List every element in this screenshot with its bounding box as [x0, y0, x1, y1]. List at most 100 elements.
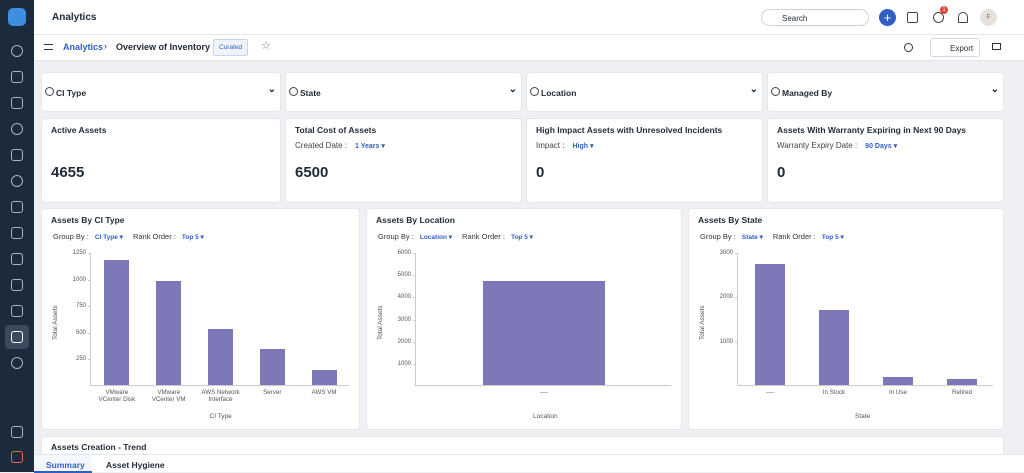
badge: 1	[940, 6, 948, 14]
x-axis-label: State	[855, 413, 871, 420]
control-value[interactable]: CI Type	[95, 234, 123, 241]
y-axis-label: Total Assets	[699, 304, 706, 340]
help-icon[interactable]	[904, 43, 913, 52]
menu-icon[interactable]	[44, 44, 53, 50]
plot-area: 250 500 750 1000 1250 VMware VCenter Disk VMwa…	[73, 250, 349, 403]
x-tick-label: AWS VM	[311, 389, 337, 396]
x-tick-label: ----	[539, 389, 549, 396]
avatar[interactable]: F	[980, 9, 997, 26]
trend-title: Assets Creation - Trend	[51, 442, 147, 452]
kpi-filter: Created Date : 1 Years	[295, 141, 385, 150]
icon[interactable]	[907, 12, 918, 23]
tab[interactable]: Summary	[46, 460, 85, 470]
filter[interactable]: Managed By	[767, 72, 1004, 112]
control-value[interactable]: Location	[420, 234, 452, 241]
control-label: Rank Order :	[772, 232, 816, 241]
nav-icon[interactable]	[11, 123, 23, 135]
app-title: Analytics	[52, 12, 97, 23]
nav-icon[interactable]	[11, 331, 23, 343]
y-tick-label: 4000	[397, 294, 411, 301]
filter-value[interactable]: High	[572, 143, 593, 150]
control-label: Group By :	[378, 232, 414, 241]
export-button[interactable]: Export	[930, 38, 980, 57]
nav-icon[interactable]	[11, 45, 23, 57]
kpi-value: 4655	[51, 164, 85, 181]
y-tick-label: 500	[75, 329, 86, 336]
control-value[interactable]: Top 5	[822, 234, 844, 241]
y-axis-label: Total Assets	[377, 304, 384, 340]
tick-mark	[735, 341, 738, 343]
tab[interactable]: Asset Hygiene	[106, 460, 165, 470]
kpi-title: Assets With Warranty Expiring in Next 90…	[777, 125, 967, 135]
help-icon[interactable]	[933, 12, 944, 23]
tick-mark	[413, 363, 416, 365]
x-tick-label: AWS Network Interface	[201, 389, 240, 404]
plot-area: 1000 2000 3000 4000 5000 6000 ----	[398, 250, 671, 396]
breadcrumb-root[interactable]: Analytics	[63, 42, 104, 52]
x-tick-label: In Use	[889, 389, 907, 396]
nav-icon[interactable]	[11, 175, 23, 187]
chart-card: Assets By CI Type Group By : CI Type Rank O…	[41, 208, 360, 430]
filter[interactable]: State	[285, 72, 522, 112]
filter-value[interactable]: 90 Days	[865, 143, 897, 150]
y-axis-label: Total Assets	[52, 304, 59, 340]
nav-icon[interactable]	[11, 97, 23, 109]
nav-icon[interactable]	[11, 305, 23, 317]
nav-icon[interactable]	[11, 71, 23, 83]
nav-active[interactable]	[5, 325, 29, 349]
app-logo[interactable]	[8, 8, 26, 26]
nav-icon[interactable]	[11, 201, 23, 213]
filter-label: Warranty Expiry Date :	[777, 141, 858, 150]
kpi-card: Assets With Warranty Expiring in Next 90…	[767, 118, 1004, 203]
tick-mark	[88, 306, 91, 308]
nav-icon[interactable]	[11, 227, 23, 239]
control-value[interactable]: State	[742, 234, 763, 241]
y-tick-label: 3000	[397, 316, 411, 323]
bar	[754, 263, 786, 385]
y-tick-label: 1000	[397, 360, 411, 367]
sidebar	[0, 0, 34, 472]
search-box[interactable]: Search	[761, 9, 869, 26]
bar	[259, 349, 285, 385]
bell-icon[interactable]	[958, 12, 968, 23]
add-button[interactable]: +	[879, 9, 896, 26]
nav-icon[interactable]	[11, 253, 23, 265]
x-tick-label: ----	[765, 389, 775, 396]
tick-mark	[413, 341, 416, 343]
tick-mark	[735, 253, 738, 254]
bar	[208, 329, 233, 385]
bar	[882, 377, 914, 385]
y-tick-label: 6000	[397, 250, 411, 256]
plot-area: 1000 2000 3000 ---- In Stock In Use Retired	[720, 250, 993, 396]
breadcrumb-page: Overview of Inventory	[116, 42, 211, 52]
y-tick-label: 1000	[719, 338, 733, 345]
nav-icon[interactable]	[11, 426, 23, 438]
filter[interactable]: Location	[526, 72, 763, 112]
tick-mark	[413, 253, 416, 254]
control-value[interactable]: Top 5	[511, 234, 533, 241]
kpi-title: High Impact Assets with Unresolved Incid…	[536, 125, 723, 135]
chart-controls: Group By : CI Type Rank Order : Top 5	[53, 232, 214, 241]
tick-mark	[88, 332, 91, 334]
nav-icon[interactable]	[11, 279, 23, 291]
chart-title: Assets By CI Type	[51, 215, 125, 225]
tick-mark	[413, 297, 416, 299]
filter[interactable]: CI Type	[41, 72, 281, 112]
tag: Curated	[213, 39, 249, 56]
filter-value[interactable]: 1 Years	[355, 143, 385, 150]
screen-icon[interactable]	[992, 43, 1001, 50]
y-tick-label: 2000	[719, 294, 733, 301]
tick-mark	[88, 253, 91, 254]
y-tick-label: 2000	[397, 338, 411, 345]
chart-title: Assets By Location	[376, 215, 455, 225]
tab-bar: Summary Asset Hygiene	[34, 454, 1024, 473]
kpi-title: Active Assets	[51, 125, 107, 135]
nav-icon[interactable]	[11, 451, 23, 463]
control-label: Group By :	[53, 232, 89, 241]
star-icon[interactable]: ☆	[261, 40, 271, 52]
breadcrumb-bar: Analytics › Overview of Inventory Curate…	[34, 35, 1024, 61]
nav-icon[interactable]	[11, 357, 23, 369]
bar	[946, 379, 978, 385]
control-value[interactable]: Top 5	[182, 234, 204, 241]
nav-icon[interactable]	[11, 149, 23, 161]
